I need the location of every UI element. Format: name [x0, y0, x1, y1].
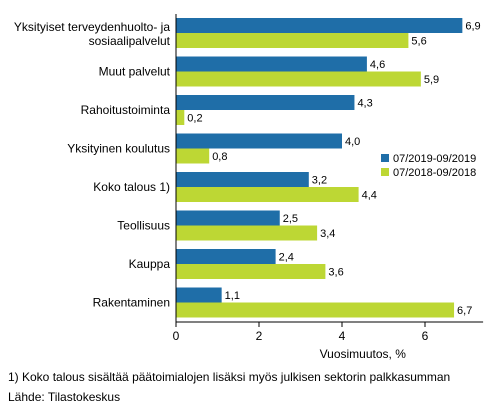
- bar-value-label: 4,0: [345, 136, 360, 148]
- category-label: Rakentaminen: [93, 296, 170, 310]
- legend: 07/2019-09/2019 07/2018-09/2018: [381, 153, 476, 179]
- legend-label: 07/2019-09/2019: [393, 153, 476, 165]
- category-label: Kauppa: [129, 257, 171, 271]
- bar-value-label: 0,2: [187, 113, 202, 125]
- category-label: Koko talous 1): [93, 180, 170, 194]
- bar-value-label: 6,9: [465, 21, 480, 33]
- bar-value-label: 4,4: [362, 190, 377, 202]
- bar-1: [176, 18, 463, 33]
- footnote: 1) Koko talous sisältää päätoimialojen l…: [8, 370, 451, 384]
- source-note: Lähde: Tilastokeskus: [8, 390, 121, 404]
- bar-value-label: 0,8: [212, 151, 227, 163]
- bar-value-label: 4,3: [357, 98, 372, 110]
- bar-value-label: 3,2: [312, 175, 327, 187]
- bar-value-label: 2,5: [283, 213, 298, 225]
- bar-value-label: 5,6: [411, 36, 426, 48]
- category-label: Yksityinen koulutus: [67, 142, 170, 156]
- bar-value-label: 4,6: [370, 59, 385, 71]
- bar-2: [176, 187, 359, 202]
- bar-1: [176, 172, 309, 187]
- bars-group: [176, 18, 463, 318]
- x-ticks-group: 0 2 4 6: [173, 322, 429, 343]
- x-tick-label: 2: [256, 329, 263, 343]
- category-label: Muut palvelut: [99, 65, 171, 79]
- bar-2: [176, 33, 409, 48]
- bar-2: [176, 110, 185, 125]
- bar-1: [176, 249, 276, 264]
- bar-2: [176, 302, 455, 318]
- x-tick-label: 4: [339, 329, 346, 343]
- bar-1: [176, 210, 280, 226]
- bar-2: [176, 71, 421, 87]
- bar-2: [176, 225, 318, 241]
- category-label: Teollisuus: [117, 219, 170, 233]
- category-labels-group: Yksityiset terveydenhuolto- jasosiaalipa…: [14, 20, 171, 310]
- bar-value-label: 2,4: [279, 252, 294, 264]
- bar-1: [176, 56, 367, 72]
- x-tick-label: 6: [422, 329, 429, 343]
- bar-2: [176, 264, 326, 279]
- category-label: sosiaalipalvelut: [89, 34, 171, 48]
- bar-1: [176, 287, 222, 303]
- x-axis-label: Vuosimuutos, %: [320, 347, 407, 361]
- bar-1: [176, 95, 355, 110]
- category-label: Yksityiset terveydenhuolto- ja: [14, 20, 170, 34]
- bar-2: [176, 148, 210, 164]
- bar-value-label: 3,4: [320, 228, 335, 240]
- legend-label: 07/2018-09/2018: [393, 167, 476, 179]
- bar-value-label: 3,6: [328, 267, 343, 279]
- bar-value-label: 5,9: [424, 74, 439, 86]
- x-tick-label: 0: [173, 329, 180, 343]
- bar-value-label: 6,7: [457, 305, 472, 317]
- bar-value-label: 1,1: [225, 290, 240, 302]
- category-label: Rahoitustoiminta: [81, 103, 171, 117]
- legend-swatch: [381, 154, 389, 162]
- bar-1: [176, 133, 342, 149]
- legend-swatch: [381, 168, 389, 176]
- value-labels-group: 6,9 5,6 4,6 5,9 4,3 0,2 4,0 0,8 3,2 4,4 2,5 3,4 2,4 3…: [187, 21, 480, 318]
